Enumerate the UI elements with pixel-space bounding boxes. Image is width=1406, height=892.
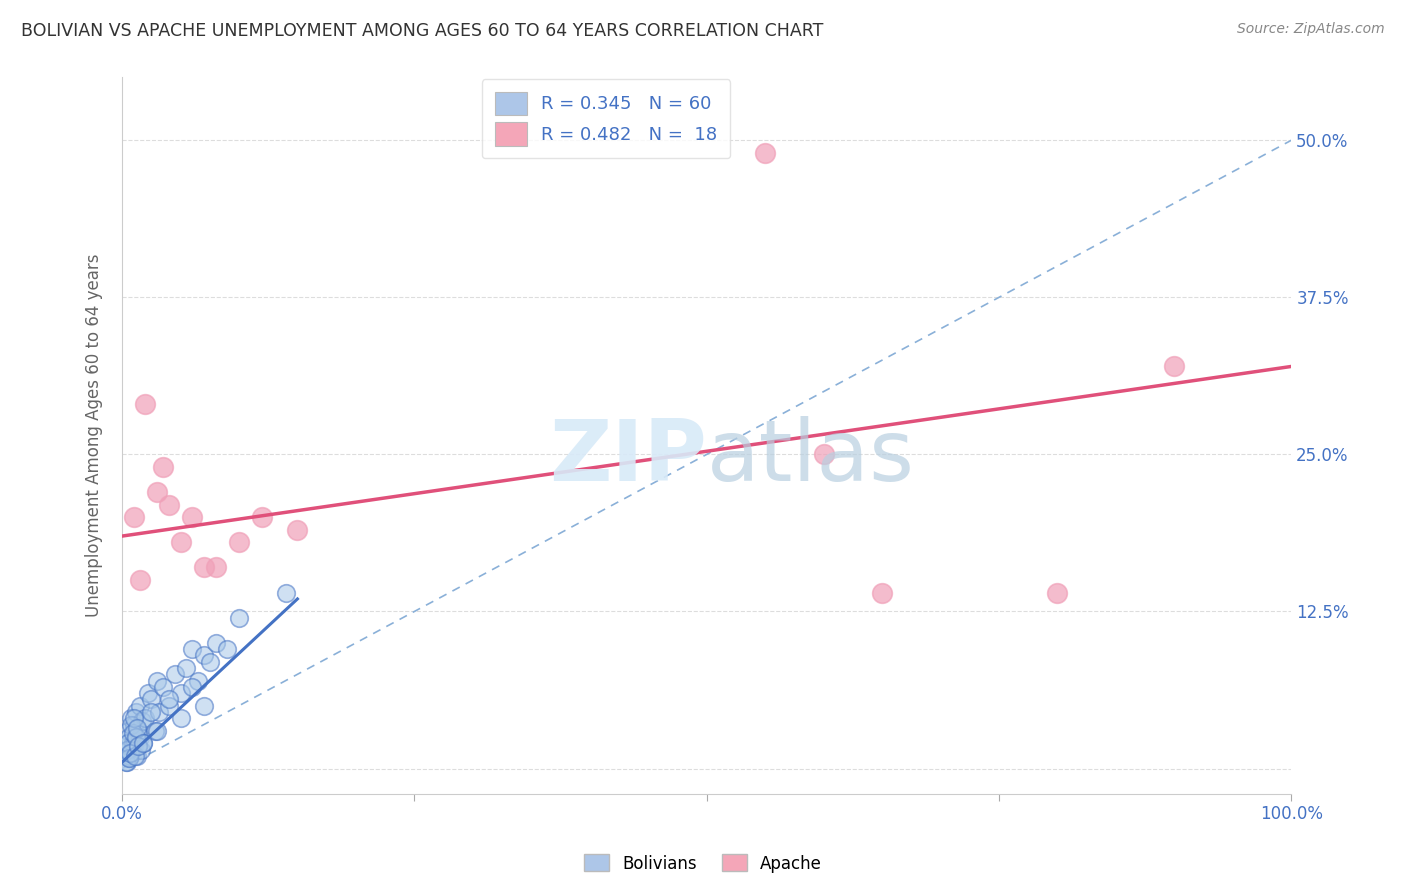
Point bbox=[198, 655, 221, 669]
Point bbox=[274, 585, 297, 599]
Point bbox=[1163, 359, 1185, 374]
Point bbox=[181, 510, 204, 524]
Point bbox=[181, 642, 204, 657]
Point bbox=[204, 560, 226, 574]
Point bbox=[118, 751, 141, 765]
Point bbox=[169, 535, 191, 549]
Point bbox=[127, 749, 149, 764]
Point bbox=[152, 680, 174, 694]
Point bbox=[115, 742, 138, 756]
Point bbox=[128, 573, 150, 587]
Point bbox=[122, 711, 145, 725]
Point bbox=[157, 698, 180, 713]
Point bbox=[122, 739, 145, 753]
Point bbox=[117, 742, 139, 756]
Point bbox=[1046, 585, 1069, 599]
Legend: R = 0.345   N = 60, R = 0.482   N =  18: R = 0.345 N = 60, R = 0.482 N = 18 bbox=[482, 79, 730, 158]
Point bbox=[754, 145, 776, 160]
Point bbox=[129, 742, 152, 756]
Point bbox=[169, 711, 191, 725]
Point bbox=[120, 749, 142, 764]
Point bbox=[124, 734, 146, 748]
Point bbox=[181, 680, 204, 694]
Point bbox=[125, 705, 148, 719]
Point bbox=[127, 723, 149, 738]
Text: atlas: atlas bbox=[707, 416, 915, 499]
Point bbox=[136, 686, 159, 700]
Point bbox=[141, 692, 163, 706]
Point bbox=[169, 686, 191, 700]
Point bbox=[134, 711, 156, 725]
Point bbox=[228, 535, 250, 549]
Y-axis label: Unemployment Among Ages 60 to 64 years: Unemployment Among Ages 60 to 64 years bbox=[86, 254, 103, 617]
Point bbox=[131, 714, 153, 728]
Point bbox=[128, 698, 150, 713]
Point bbox=[114, 756, 136, 770]
Point bbox=[128, 730, 150, 744]
Point bbox=[134, 397, 156, 411]
Point bbox=[193, 648, 215, 663]
Point bbox=[152, 460, 174, 475]
Point bbox=[148, 705, 170, 719]
Point bbox=[287, 523, 309, 537]
Point bbox=[117, 736, 139, 750]
Point bbox=[252, 510, 274, 524]
Point bbox=[193, 698, 215, 713]
Point bbox=[204, 636, 226, 650]
Point bbox=[157, 498, 180, 512]
Point bbox=[127, 722, 149, 736]
Point bbox=[187, 673, 209, 688]
Point bbox=[124, 749, 146, 764]
Point bbox=[112, 749, 135, 764]
Point bbox=[146, 485, 169, 500]
Point bbox=[114, 736, 136, 750]
Point bbox=[163, 667, 186, 681]
Point bbox=[176, 661, 198, 675]
Point bbox=[120, 717, 142, 731]
Point bbox=[122, 510, 145, 524]
Point bbox=[121, 726, 143, 740]
Point bbox=[217, 642, 239, 657]
Point bbox=[118, 751, 141, 765]
Point bbox=[120, 747, 142, 761]
Point bbox=[193, 560, 215, 574]
Point bbox=[121, 736, 143, 750]
Point bbox=[870, 585, 893, 599]
Text: Source: ZipAtlas.com: Source: ZipAtlas.com bbox=[1237, 22, 1385, 37]
Point bbox=[132, 736, 155, 750]
Point bbox=[122, 717, 145, 731]
Point bbox=[118, 730, 141, 744]
Point bbox=[141, 705, 163, 719]
Point bbox=[146, 673, 169, 688]
Point bbox=[115, 756, 138, 770]
Text: BOLIVIAN VS APACHE UNEMPLOYMENT AMONG AGES 60 TO 64 YEARS CORRELATION CHART: BOLIVIAN VS APACHE UNEMPLOYMENT AMONG AG… bbox=[21, 22, 824, 40]
Point bbox=[120, 747, 142, 761]
Point bbox=[127, 739, 149, 753]
Point bbox=[157, 692, 180, 706]
Text: ZIP: ZIP bbox=[548, 416, 707, 499]
Point bbox=[228, 611, 250, 625]
Point bbox=[813, 447, 835, 461]
Point bbox=[125, 730, 148, 744]
Point bbox=[117, 723, 139, 738]
Point bbox=[120, 711, 142, 725]
Point bbox=[132, 736, 155, 750]
Point bbox=[146, 723, 169, 738]
Legend: Bolivians, Apache: Bolivians, Apache bbox=[578, 847, 828, 880]
Point bbox=[143, 723, 166, 738]
